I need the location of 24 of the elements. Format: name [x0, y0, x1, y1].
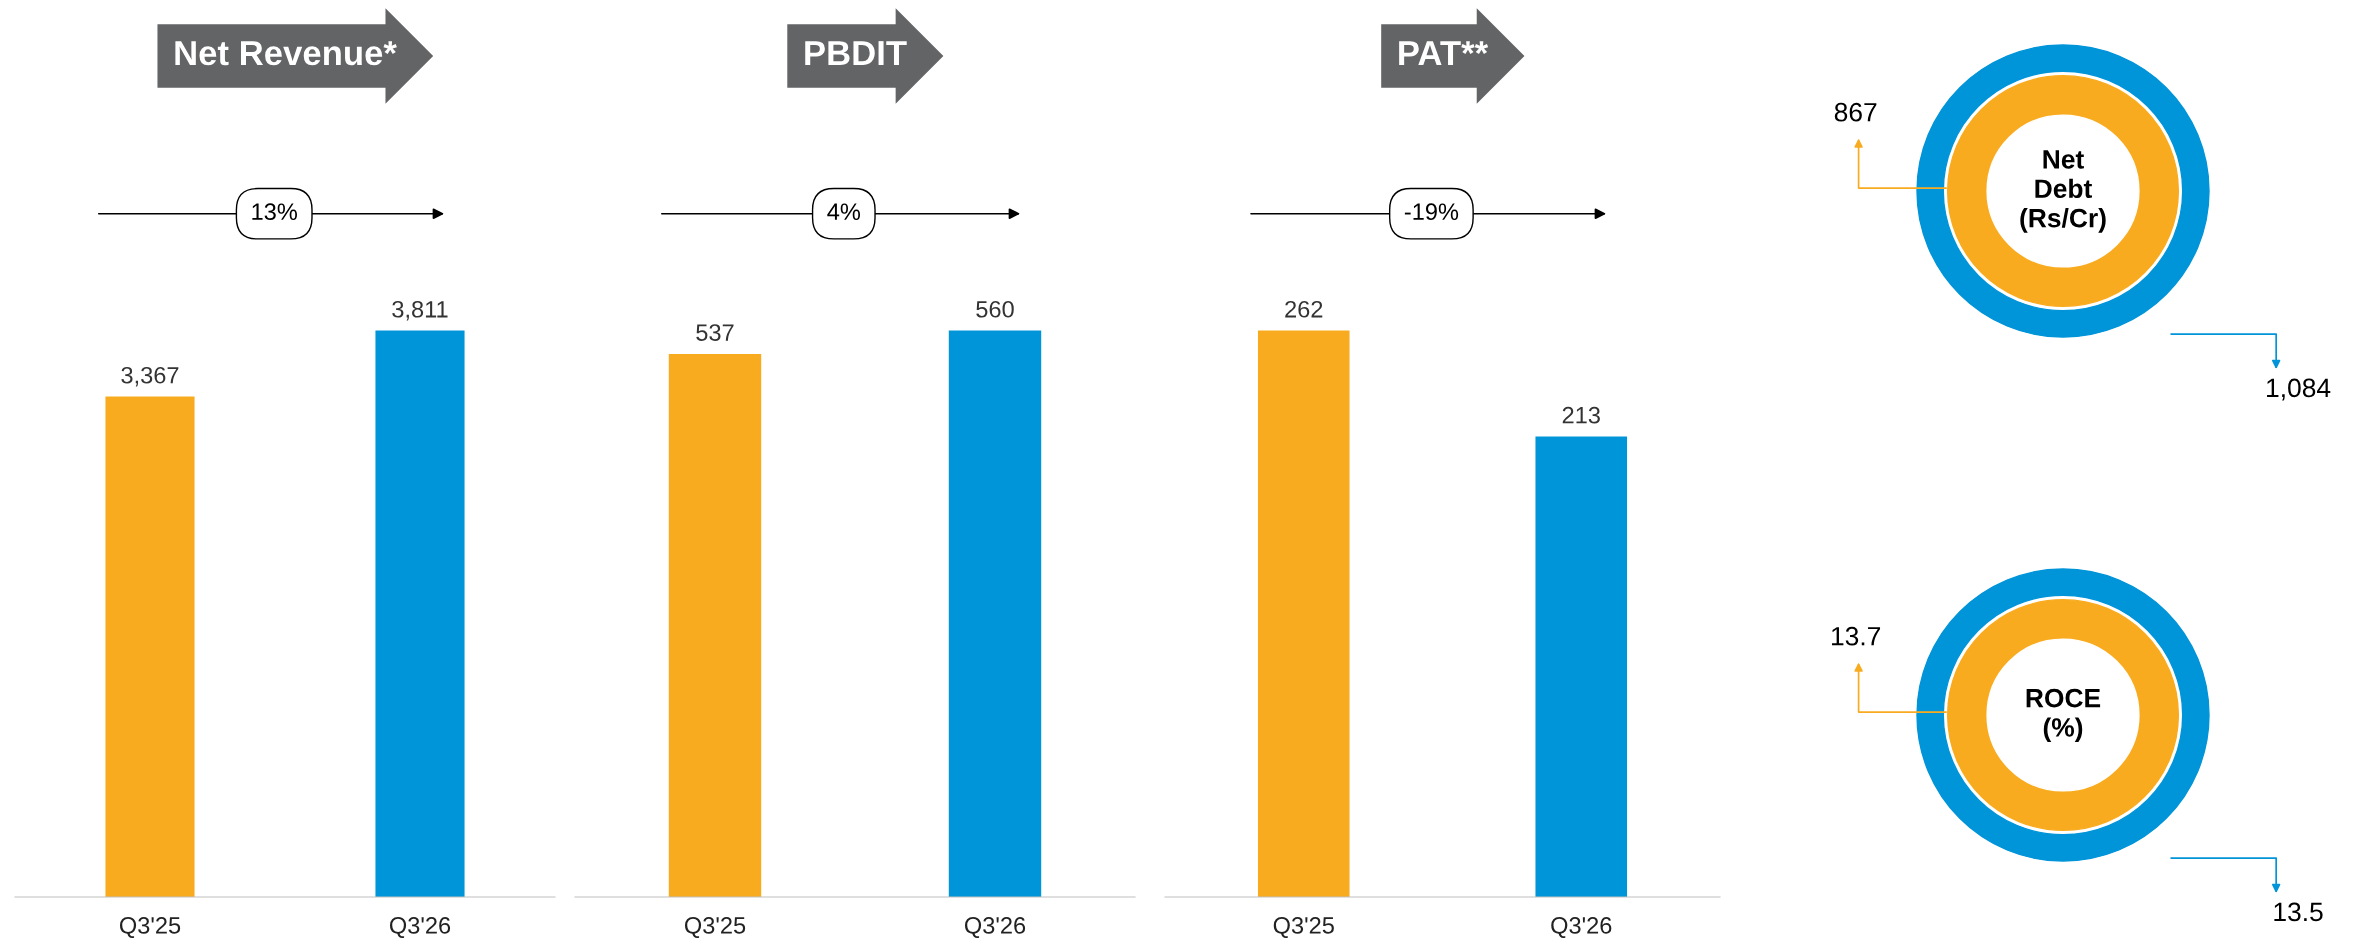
chart-title: PAT**	[1399, 41, 1489, 66]
x-tick-label: Q3'26	[1551, 917, 1612, 939]
data-label: 13.5	[2274, 902, 2323, 922]
text: Net Debt (Rs/Cr)	[2020, 150, 2106, 233]
data-label: 3,811	[392, 300, 448, 321]
data-label: 13.7	[1832, 626, 1881, 646]
data-label: 867	[1834, 102, 1877, 122]
x-tick-label: Q3'25	[684, 917, 746, 939]
data-label: 213	[1562, 406, 1600, 424]
data-label: 262	[1285, 300, 1323, 318]
text: ROCE (%)	[2026, 688, 2101, 742]
data-label: 1,084	[2267, 378, 2331, 401]
chart-title: Net Revenue*	[175, 41, 397, 66]
data-label: 3,367	[121, 366, 179, 387]
data-label: 537	[696, 324, 734, 341]
x-tick-label: Q3'25	[119, 917, 181, 939]
data-label: 560	[976, 300, 1014, 318]
text: 13%	[252, 203, 297, 221]
text: 4%	[827, 203, 861, 220]
chart-title: PBDIT	[805, 41, 907, 66]
text: -19%	[1404, 203, 1459, 221]
x-tick-label: Q3'26	[389, 917, 451, 939]
x-tick-label: Q3'25	[1273, 917, 1334, 939]
x-tick-label: Q3'26	[964, 917, 1026, 939]
